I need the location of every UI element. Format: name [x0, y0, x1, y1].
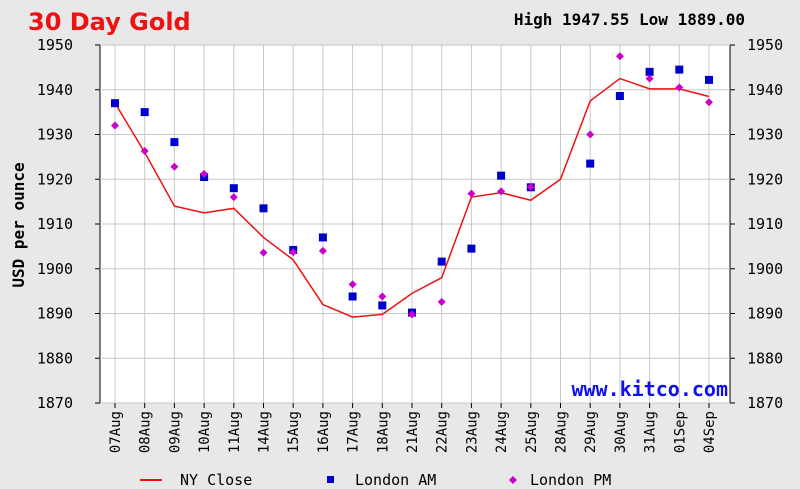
london-am-point — [229, 184, 238, 193]
legend-london-pm-label: London PM — [530, 471, 611, 489]
y-axis-label: USD per ounce — [9, 162, 28, 287]
legend: NY Close London AM London PM — [140, 471, 611, 489]
chart-title: 30 Day Gold — [28, 8, 191, 36]
x-tick-label: 09Aug — [167, 411, 183, 453]
london-am-point — [705, 75, 713, 84]
london-am-point — [615, 92, 624, 101]
london-pm-point — [586, 130, 595, 139]
y-tick-label-left: 1950 — [37, 36, 73, 54]
london-pm-point — [437, 297, 446, 306]
london-pm-point — [200, 169, 209, 178]
london-am-point — [348, 292, 357, 301]
y-tick-label-right: 1870 — [747, 394, 783, 412]
y-tick-label-left: 1930 — [37, 126, 73, 144]
x-tick-label: 29Aug — [583, 411, 599, 453]
x-tick-label: 15Aug — [286, 411, 302, 453]
london-pm-point — [615, 52, 624, 61]
y-tick-label-right: 1930 — [747, 126, 783, 144]
y-ticks-left: 1950 1940 1930 1920 1910 1900 1890 1880 1870 — [37, 36, 100, 412]
legend-london-am-label: London AM — [355, 471, 436, 489]
legend-london-am-marker — [327, 476, 334, 483]
y-tick-label-left: 1900 — [37, 260, 73, 278]
london-am-point — [378, 301, 387, 310]
x-tick-label: 24Aug — [494, 411, 510, 453]
y-tick-label-left: 1910 — [37, 215, 73, 233]
high-low-readout: High 1947.55 Low 1889.00 — [514, 10, 745, 29]
london-pm-point — [289, 248, 298, 257]
london-pm-point — [229, 193, 238, 202]
london-am-point — [497, 171, 506, 180]
y-tick-label-left: 1890 — [37, 305, 73, 323]
x-tick-label: 10Aug — [197, 411, 213, 453]
y-tick-label-right: 1880 — [747, 349, 783, 367]
london-am-point — [645, 67, 654, 76]
x-tick-label: 23Aug — [464, 411, 480, 453]
x-tick-label: 31Aug — [643, 411, 659, 453]
london-am-point — [586, 159, 595, 168]
london-pm-point — [705, 98, 713, 107]
london-pm-point — [318, 246, 327, 255]
london-am-point — [259, 204, 268, 213]
london-pm-point — [170, 162, 179, 171]
x-tick-label: 28Aug — [554, 411, 570, 453]
x-tick-label: 14Aug — [257, 411, 273, 453]
x-tick-label: 18Aug — [375, 411, 391, 453]
x-tick-label: 07Aug — [108, 411, 124, 453]
watermark: www.kitco.com — [571, 377, 728, 401]
london-pm-point — [467, 189, 476, 198]
london-pm-point — [259, 248, 268, 257]
legend-ny-close-label: NY Close — [180, 471, 252, 489]
y-tick-label-right: 1940 — [747, 81, 783, 99]
london-am-point — [675, 65, 684, 74]
y-tick-label-left: 1870 — [37, 394, 73, 412]
x-tick-label: 30Aug — [613, 411, 629, 453]
x-tick-label: 01Sep — [672, 411, 688, 453]
series-layer — [111, 52, 713, 319]
london-pm-point — [526, 182, 535, 191]
y-tick-label-left: 1940 — [37, 81, 73, 99]
x-tick-label: 08Aug — [138, 411, 154, 453]
x-tick-label: 21Aug — [405, 411, 421, 453]
london-pm-point — [645, 74, 654, 83]
london-am-point — [111, 99, 119, 108]
y-tick-label-right: 1900 — [747, 260, 783, 278]
x-tick-label: 16Aug — [316, 411, 332, 453]
london-pm-point — [378, 292, 387, 301]
london-pm-point — [408, 310, 416, 319]
london-pm-point — [111, 121, 119, 130]
london-am-point — [170, 138, 179, 147]
london-pm-point — [675, 83, 684, 92]
y-tick-label-right: 1950 — [747, 36, 783, 54]
london-am-point — [467, 244, 476, 253]
london-pm-point — [497, 187, 506, 196]
x-tick-label: 11Aug — [227, 411, 243, 453]
london-pm-point — [348, 280, 357, 289]
y-ticks-right: 1950 1940 1930 1920 1910 1900 1890 1880 1870 — [730, 36, 783, 412]
london-am-point — [437, 257, 446, 266]
london-am-point — [140, 108, 149, 117]
x-tick-label: 04Sep — [702, 411, 718, 453]
london-am-point — [318, 233, 327, 242]
x-tick-label: 25Aug — [524, 411, 540, 453]
x-ticks: 07Aug 08Aug 09Aug 10Aug 11Aug 14Aug 15Aug 16Aug… — [108, 403, 718, 453]
london-pm-point — [140, 147, 149, 156]
y-tick-label-left: 1880 — [37, 349, 73, 367]
y-tick-label-left: 1920 — [37, 170, 73, 188]
x-tick-label: 17Aug — [346, 411, 362, 453]
y-tick-label-right: 1890 — [747, 305, 783, 323]
y-tick-label-right: 1910 — [747, 215, 783, 233]
legend-london-pm-marker — [509, 476, 517, 484]
x-tick-label: 22Aug — [435, 411, 451, 453]
y-tick-label-right: 1920 — [747, 170, 783, 188]
series-ny-close-line — [114, 77, 710, 318]
